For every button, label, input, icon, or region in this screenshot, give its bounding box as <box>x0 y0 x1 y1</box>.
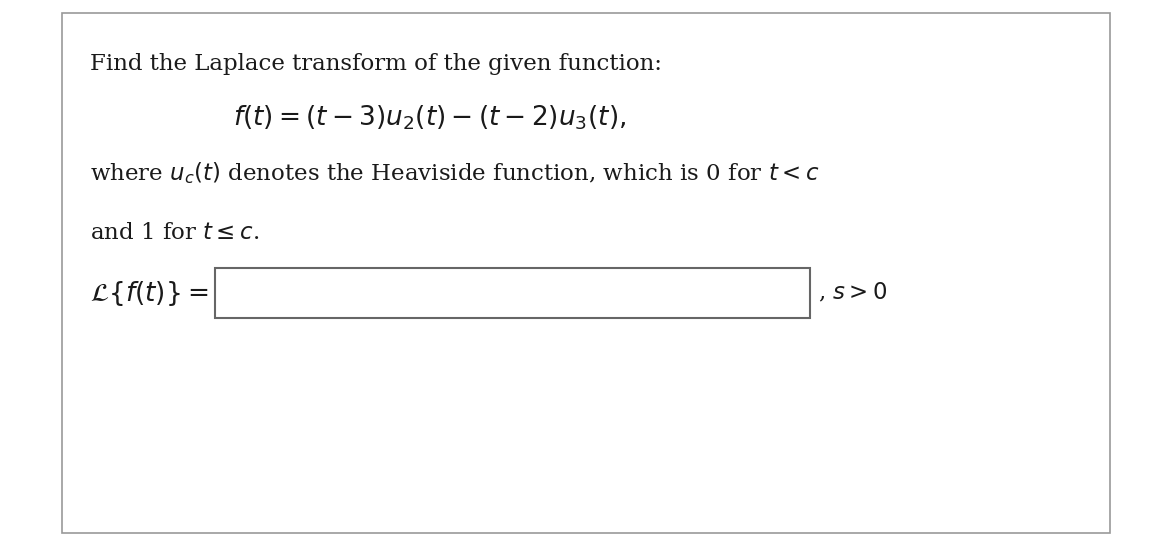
Text: Find the Laplace transform of the given function:: Find the Laplace transform of the given … <box>90 53 662 75</box>
Text: where $u_c(t)$ denotes the Heaviside function, which is 0 for $t < c$: where $u_c(t)$ denotes the Heaviside fun… <box>90 160 819 186</box>
Text: and 1 for $t \leq c$.: and 1 for $t \leq c$. <box>90 222 260 244</box>
Text: , $s > 0$: , $s > 0$ <box>818 281 888 305</box>
FancyBboxPatch shape <box>62 13 1110 533</box>
Text: $\mathcal{L}\{f(t)\} =$: $\mathcal{L}\{f(t)\} =$ <box>90 279 208 307</box>
FancyBboxPatch shape <box>215 268 810 318</box>
Text: $f(t) = (t - 3)u_2(t) - (t - 2)u_3(t),$: $f(t) = (t - 3)u_2(t) - (t - 2)u_3(t),$ <box>233 104 627 132</box>
